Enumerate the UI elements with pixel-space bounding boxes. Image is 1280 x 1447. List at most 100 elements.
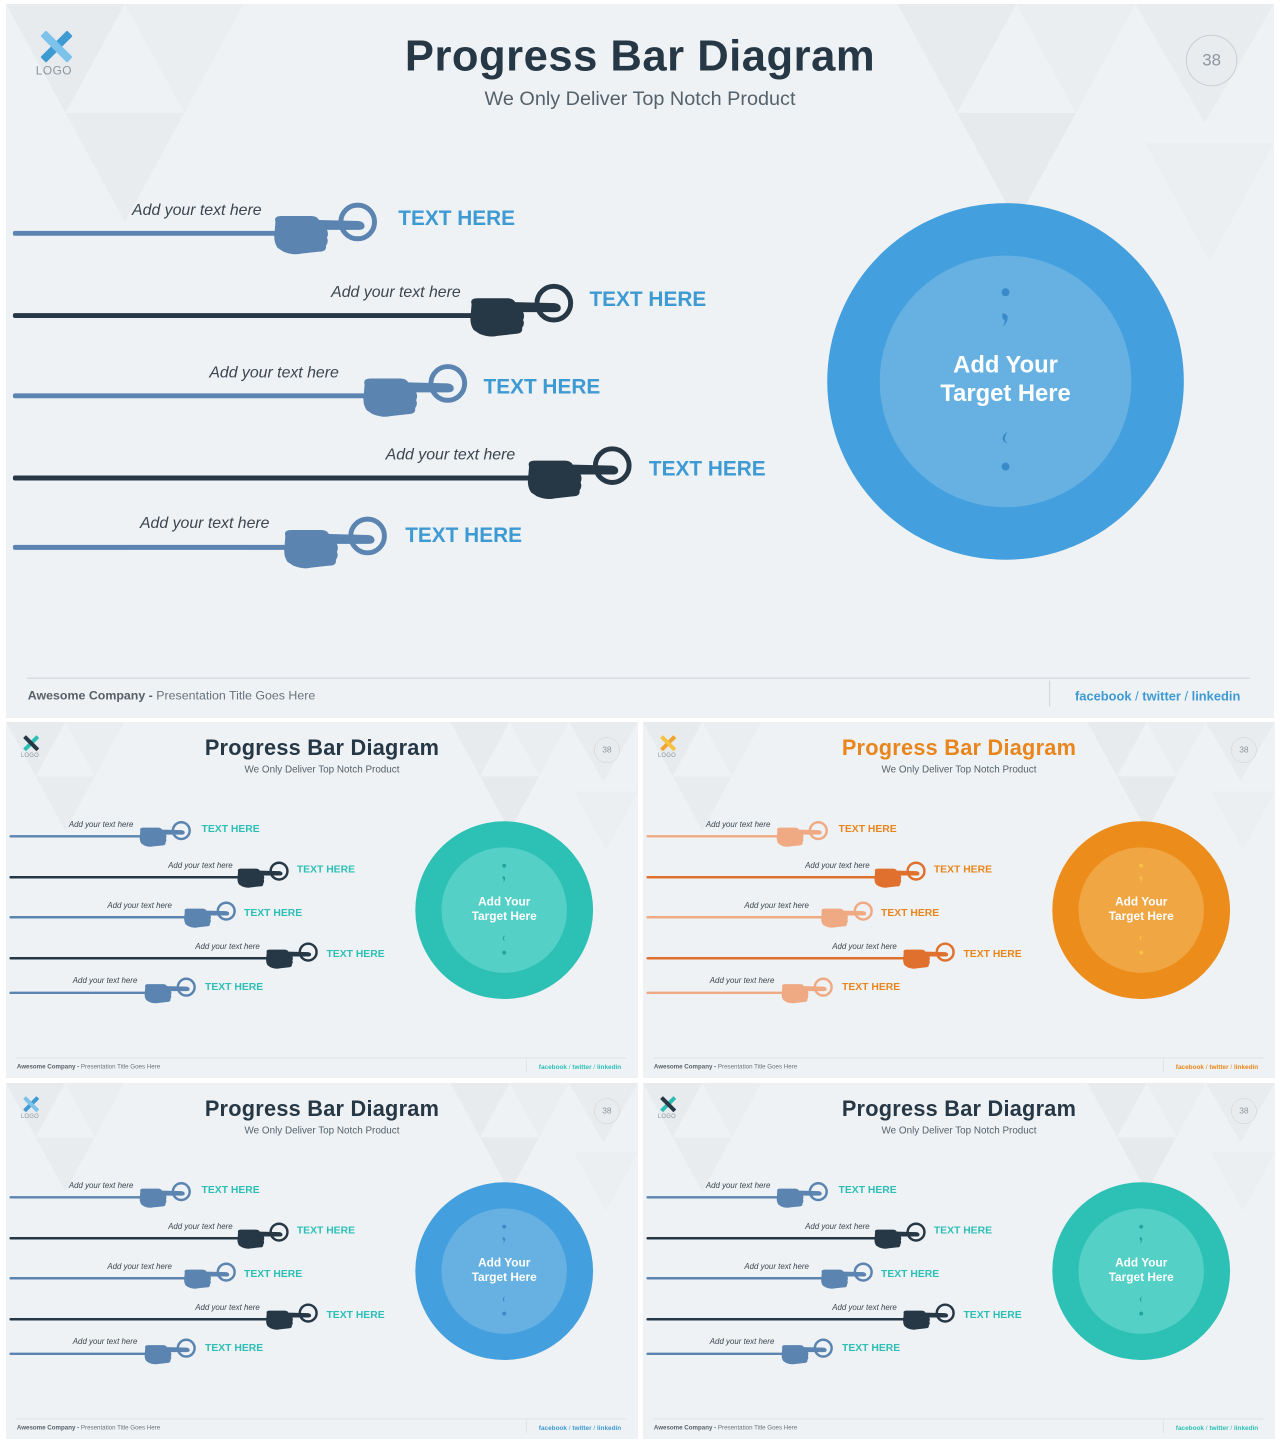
footer-title: Presentation Title Goes Here xyxy=(156,688,316,703)
ring-icon xyxy=(171,1181,191,1202)
quote-close-icon xyxy=(880,430,1132,472)
logo-text: LOGO xyxy=(35,63,73,78)
footer-company-name: Awesome Company - xyxy=(653,1424,717,1432)
bar-label: Add your text here xyxy=(139,515,270,533)
ring-icon xyxy=(853,1262,873,1282)
linkedin-link[interactable]: linkedin xyxy=(1233,1424,1259,1432)
logo-mark-icon xyxy=(23,735,40,752)
ring-icon xyxy=(906,861,926,881)
progress-bar-line xyxy=(9,1277,189,1280)
ring-icon xyxy=(428,364,468,403)
bar-label: Add your text here xyxy=(132,202,262,219)
twitter-link[interactable]: twitter xyxy=(1142,688,1181,704)
ring-icon xyxy=(338,202,377,242)
facebook-link[interactable]: facebook xyxy=(538,1424,567,1432)
logo: LOGO xyxy=(21,735,43,759)
page-title: Progress Bar Diagram xyxy=(841,1096,1077,1122)
page-subtitle: We Only Deliver Top Notch Product xyxy=(244,1124,400,1136)
progress-bar-line xyxy=(9,916,189,919)
bar-label: Add your text here xyxy=(331,284,461,302)
bar-label: Add your text here xyxy=(705,820,771,830)
bar-label: Add your text here xyxy=(107,1262,172,1272)
ring-icon xyxy=(853,901,873,921)
footer-separator xyxy=(1049,680,1051,707)
bar-value-text: TEXT HERE xyxy=(648,457,766,481)
bar-label: Add your text here xyxy=(68,820,134,830)
facebook-link[interactable]: facebook xyxy=(1074,688,1132,704)
bar-value-text: TEXT HERE xyxy=(933,863,993,876)
bar-label: Add your text here xyxy=(744,901,809,911)
facebook-link[interactable]: facebook xyxy=(1175,1424,1204,1432)
bar-value-text: TEXT HERE xyxy=(204,981,264,993)
ring-icon xyxy=(298,942,318,962)
bar-value-text: TEXT HERE xyxy=(963,1309,1022,1321)
bar-label: Add your text here xyxy=(168,1222,233,1232)
bar-value-text: TEXT HERE xyxy=(838,823,897,835)
bar-value-text: TEXT HERE xyxy=(296,863,356,876)
bar-label: Add your text here xyxy=(168,861,233,871)
bar-label: Add your text here xyxy=(195,1303,260,1313)
ring-icon xyxy=(269,1222,289,1242)
ring-icon xyxy=(348,516,387,556)
quote-close-icon xyxy=(441,934,566,955)
ring-icon xyxy=(176,977,196,997)
progress-bar-line xyxy=(9,876,242,879)
target-text: Add Your Target Here xyxy=(441,895,566,924)
progress-bar-line xyxy=(646,835,781,838)
facebook-link[interactable]: facebook xyxy=(538,1063,567,1071)
target-line-2: Target Here xyxy=(1108,1270,1174,1284)
page-subtitle: We Only Deliver Top Notch Product xyxy=(881,1124,1037,1136)
progress-bar-line xyxy=(9,1237,242,1240)
social-links: facebook / twitter / linkedin xyxy=(1074,688,1241,704)
logo: LOGO xyxy=(21,1096,43,1120)
bar-value-text: TEXT HERE xyxy=(838,1184,897,1196)
progress-bar-line xyxy=(646,876,879,879)
footer-company: Awesome Company - Presentation Title Goe… xyxy=(28,689,315,703)
linkedin-link[interactable]: linkedin xyxy=(596,1063,622,1071)
bar-value-text: TEXT HERE xyxy=(841,981,901,993)
bar-label: Add your text here xyxy=(195,942,260,952)
facebook-link[interactable]: facebook xyxy=(1175,1063,1204,1071)
ring-icon xyxy=(298,1303,318,1323)
logo-mark-icon xyxy=(660,1096,677,1113)
footer-title: Presentation Title Goes Here xyxy=(80,1424,161,1432)
bar-value-text: TEXT HERE xyxy=(201,823,260,835)
twitter-link[interactable]: twitter xyxy=(1209,1424,1229,1432)
bar-value-text: TEXT HERE xyxy=(933,1224,993,1237)
ring-icon xyxy=(269,861,289,881)
twitter-link[interactable]: twitter xyxy=(1209,1063,1229,1071)
target-line-1: Add Your xyxy=(478,895,531,909)
target-line-1: Add Your xyxy=(953,351,1058,379)
social-links: facebook / twitter / linkedin xyxy=(538,1424,622,1432)
ring-icon xyxy=(216,901,236,921)
progress-bar-line xyxy=(646,991,786,995)
bar-value-text: TEXT HERE xyxy=(963,948,1022,960)
progress-bar-line xyxy=(12,475,536,481)
bar-value-text: TEXT HERE xyxy=(405,524,522,547)
quote-open-icon xyxy=(880,287,1132,327)
bar-value-text: TEXT HERE xyxy=(880,907,940,919)
bar-label: Add your text here xyxy=(107,901,172,911)
footer-company: Awesome Company - Presentation Title Goe… xyxy=(17,1424,160,1431)
target-line-1: Add Your xyxy=(1115,895,1168,909)
target-circle: Add Your Target Here xyxy=(415,1182,594,1360)
target-line-2: Target Here xyxy=(471,1270,537,1284)
footer-company-name: Awesome Company - xyxy=(27,688,153,703)
linkedin-link[interactable]: linkedin xyxy=(1191,688,1241,704)
twitter-link[interactable]: twitter xyxy=(572,1063,592,1071)
footer-company-name: Awesome Company - xyxy=(16,1424,80,1432)
bar-value-text: TEXT HERE xyxy=(589,288,707,312)
target-text: Add Your Target Here xyxy=(880,351,1132,408)
bar-value-text: TEXT HERE xyxy=(243,907,303,919)
ring-icon xyxy=(216,1262,236,1282)
twitter-link[interactable]: twitter xyxy=(572,1424,592,1432)
target-line-2: Target Here xyxy=(940,380,1071,408)
linkedin-link[interactable]: linkedin xyxy=(596,1424,622,1432)
bar-value-text: TEXT HERE xyxy=(398,207,516,230)
linkedin-link[interactable]: linkedin xyxy=(1233,1063,1259,1071)
bar-label: Add your text here xyxy=(705,1181,771,1191)
logo-text: LOGO xyxy=(657,751,676,759)
target-circle: Add Your Target Here xyxy=(415,821,594,999)
page-number: 38 xyxy=(1185,34,1238,87)
social-links: facebook / twitter / linkedin xyxy=(1175,1424,1259,1432)
